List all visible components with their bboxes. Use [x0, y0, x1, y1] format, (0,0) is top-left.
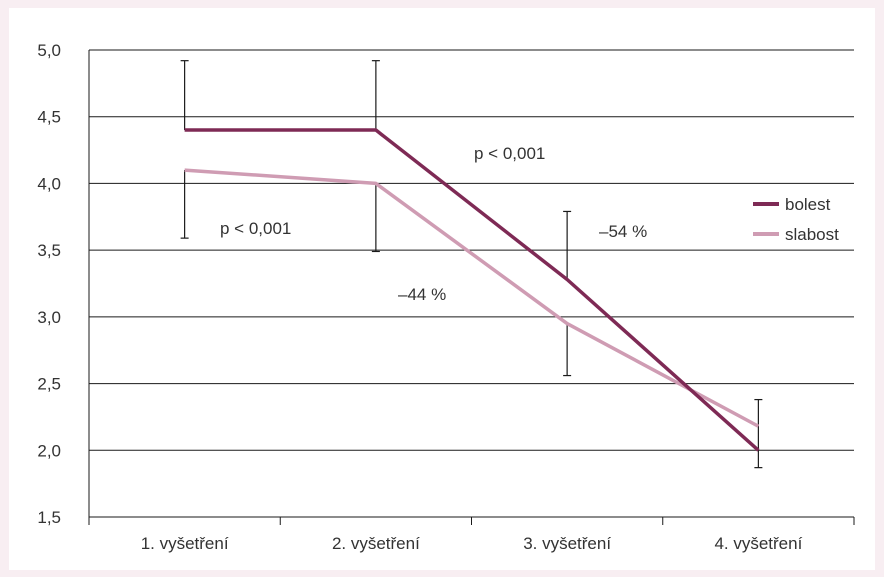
series-line-bolest — [184, 128, 760, 452]
y-tick-label: 2,5 — [37, 375, 61, 394]
percent-change-slabost: –44 % — [398, 285, 446, 304]
y-tick-label: 3,5 — [37, 241, 61, 260]
series-line-slabost — [184, 168, 760, 428]
p-value-annotation-1: p < 0,001 — [220, 219, 291, 238]
y-tick-label: 4,0 — [37, 174, 61, 193]
y-tick-label: 3,0 — [37, 308, 61, 327]
chart-panel: 5,0 4,5 4,0 3,5 3,0 2,5 2,0 1,5 1. vyšetření 2. … — [9, 8, 875, 570]
y-tick-label: 1,5 — [37, 508, 61, 527]
series-lines — [184, 128, 760, 452]
x-tick-label: 1. vyšetření — [141, 534, 229, 553]
x-tick-label: 4. vyšetření — [714, 534, 802, 553]
axes — [88, 50, 855, 525]
line-chart: 5,0 4,5 4,0 3,5 3,0 2,5 2,0 1,5 1. vyšetření 2. … — [37, 41, 855, 553]
legend-label-slabost: slabost — [785, 225, 839, 244]
y-tick-label: 4,5 — [37, 108, 61, 127]
legend: bolest slabost — [753, 195, 839, 244]
x-tick-label: 2. vyšetření — [332, 534, 420, 553]
y-tick-label: 5,0 — [37, 41, 61, 60]
y-tick-labels: 5,0 4,5 4,0 3,5 3,0 2,5 2,0 1,5 — [37, 41, 61, 527]
error-bars — [180, 60, 763, 469]
percent-change-bolest: –54 % — [599, 222, 647, 241]
x-tick-label: 3. vyšetření — [523, 534, 611, 553]
gridlines — [89, 49, 854, 451]
y-tick-label: 2,0 — [37, 441, 61, 460]
annotations: p < 0,001 p < 0,001 –44 % –54 % — [220, 144, 647, 304]
x-tick-labels: 1. vyšetření 2. vyšetření 3. vyšetření 4. v… — [141, 534, 803, 553]
legend-label-bolest: bolest — [785, 195, 831, 214]
p-value-annotation-2: p < 0,001 — [474, 144, 545, 163]
